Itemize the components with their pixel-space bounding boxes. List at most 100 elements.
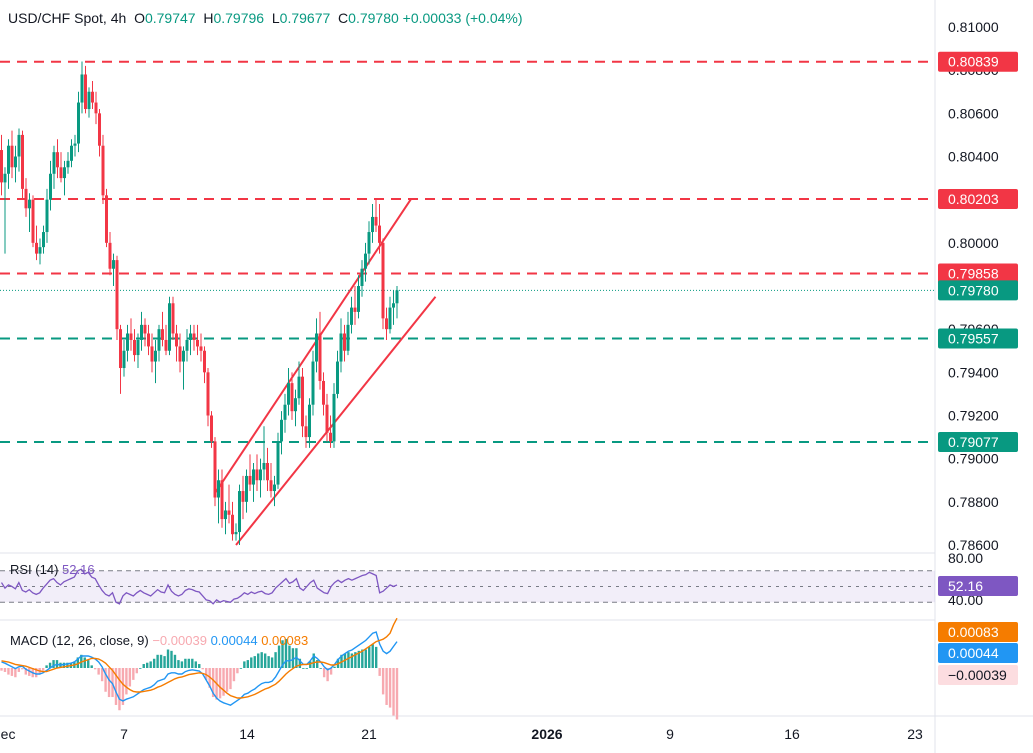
candle-body [31,199,35,243]
candle-body [322,380,325,405]
level-tag [938,280,1018,301]
candle-body [276,441,280,485]
level-tag-label: 0.80203 [948,191,999,207]
candle-body [283,404,287,420]
candle-body [185,339,189,351]
macd-hist-bar [104,668,107,692]
candle-body [273,484,276,492]
close-value: 0.79780 [348,10,399,26]
macd-hist-bar [378,668,381,676]
candle-body [255,469,259,481]
candle-body [143,324,147,334]
candle-body [192,333,196,340]
rsi-legend[interactable]: RSI (14) 52.16 [10,562,95,577]
candle-body [262,462,266,470]
macd-hist-bar [28,668,31,676]
candle-body [63,167,66,179]
channel-lower-line [235,296,437,546]
candle-body [189,333,192,340]
candle-body [161,329,164,340]
candle-body [346,324,350,351]
macd-hist-bar [97,668,100,675]
macd-hist-bar [302,668,305,669]
candle-body [381,242,385,319]
macd-hist-bar [281,640,284,668]
macd-hist-bar [319,668,322,669]
macd-title: MACD (12, 26, close, 9) [10,633,149,648]
macd-hist-bar [111,668,114,698]
candle-body [374,216,378,226]
candle-body [364,253,367,269]
candle-body [35,242,38,254]
macd-line-value: 0.00044 [210,633,258,648]
macd-hist-bar [274,652,277,668]
price-tick-label: 0.81000 [948,19,999,35]
macd-hist-bar [146,662,149,668]
candle-body [91,91,94,103]
macd-hist-bar [381,668,385,695]
candle-body [392,303,395,308]
candle-body [339,333,343,362]
candle-body [224,510,227,520]
macd-hist-bar [184,658,187,668]
candle-body [220,480,224,520]
candle-body [14,156,17,168]
macd-hist-bar [180,661,184,668]
candle-body [245,475,248,502]
macd-hist-bar [163,656,166,668]
candle-body [259,469,262,481]
candle-body [119,329,122,369]
candle-body [203,350,206,373]
macd-hist-bar [135,668,139,674]
macd-hist-bar [132,668,135,680]
low-label: L [271,10,280,26]
time-tick-label: 9 [666,726,674,742]
macd-hist-bar [322,668,326,678]
macd-line-tag: 0.00044 [938,643,1018,663]
low-value: 0.79677 [279,10,331,26]
level-tag-label: 0.79780 [948,282,999,298]
candle-body [318,333,322,381]
macd-hist-bar [284,638,288,668]
channel-upper-line [214,198,412,494]
symbol-header: USD/CHF Spot, 4h O0.79747 H0.79796 L0.79… [8,10,523,26]
macd-hist-bar [156,654,159,668]
candle-body [367,232,371,254]
candle-body [94,102,98,114]
candle-body [17,134,21,157]
candle-body [241,491,245,502]
macd-hist-bar [17,668,21,672]
rsi-band [0,570,935,603]
candle-body [238,491,241,533]
level-tag-label: 0.80839 [948,54,999,70]
time-tick-label: 7 [120,726,128,742]
time-tick-label: 21 [361,726,377,742]
price-tick-label: 0.79200 [948,408,999,424]
macd-hist-bar [7,668,10,675]
candle-body [168,303,171,351]
rsi-value-tag: 52.16 [938,576,1018,596]
macd-hist-bar [87,660,90,668]
macd-hist-bar [76,657,80,668]
candle-body [108,242,112,269]
macd-hist-bar [52,660,55,668]
candle-body [133,339,136,356]
macd-hist-bar [291,648,295,668]
candle-body [105,195,108,243]
candle-body [49,173,52,200]
macd-hist-bar [170,650,173,668]
macd-hist-bar [364,649,367,668]
signal-line [1,617,398,699]
level-tag-label: 0.79557 [948,330,999,346]
price-tick-label: 0.80000 [948,235,999,251]
candle-body [311,361,315,405]
candle-body [231,514,234,535]
macd-hist-bar [194,661,197,668]
candle-body [66,160,70,168]
candle-body [395,290,399,304]
macd-legend[interactable]: MACD (12, 26, close, 9) −0.00039 0.00044… [10,633,308,648]
macd-hist-bar [392,668,395,716]
candle-body [213,441,217,498]
candle-body [122,350,126,369]
